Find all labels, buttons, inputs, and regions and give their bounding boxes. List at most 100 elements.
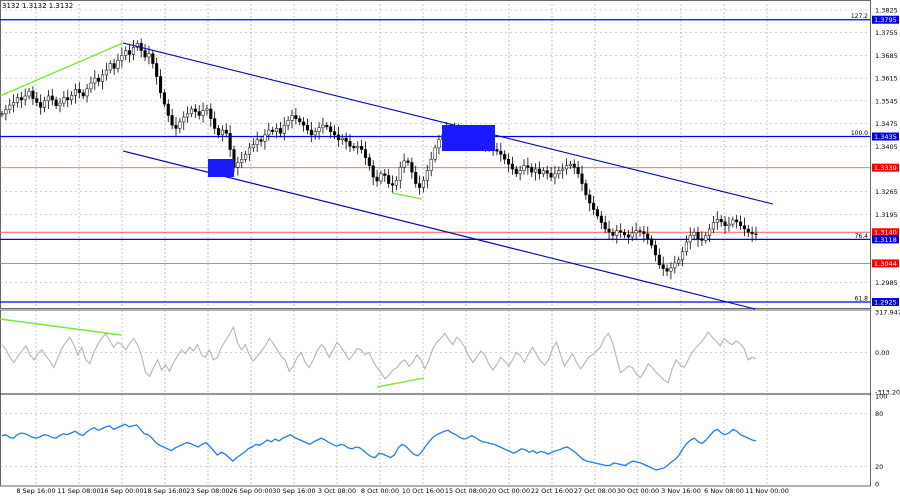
- candle-body: [27, 90, 31, 97]
- divergence-line-cci-low: [376, 377, 425, 388]
- price-panel[interactable]: 127.2 100.0 76.4 61.8: [0, 13, 870, 310]
- x-tick-label: 22 Oct 16:00: [531, 487, 573, 495]
- level-fib-label: 127.2: [851, 13, 868, 20]
- candle-body: [255, 139, 259, 145]
- candle-body: [213, 118, 217, 129]
- candle-body: [406, 160, 410, 163]
- candle-body: [344, 137, 348, 142]
- candle-body: [688, 235, 692, 243]
- x-tick-label: 23 Sep 08:00: [186, 487, 229, 495]
- channel-lower-line: [122, 150, 756, 310]
- candle-body: [754, 233, 758, 236]
- candle-body: [224, 129, 228, 134]
- candle-body: [120, 55, 124, 61]
- candle-body: [162, 92, 166, 105]
- candle-body: [619, 230, 623, 233]
- candle-body: [650, 238, 654, 246]
- y-tick-label: 1.3685: [875, 52, 898, 60]
- divergence-line-price-low: [391, 192, 423, 200]
- x-tick-label: 3 Nov 16:00: [661, 487, 701, 495]
- candle-body: [73, 89, 78, 96]
- y-tick-label: 1.3475: [875, 120, 898, 128]
- resistance-zone-box: [442, 125, 495, 151]
- candle-body: [290, 115, 294, 121]
- candle-body: [329, 126, 333, 132]
- candle-body: [622, 231, 627, 236]
- candle-body: [719, 219, 723, 223]
- candle-body: [274, 128, 279, 132]
- candle-body: [499, 150, 503, 155]
- x-tick-label: 18 Sep 16:00: [143, 487, 186, 495]
- candle-body: [615, 230, 619, 236]
- candle-body: [259, 139, 263, 142]
- candle-body: [696, 231, 700, 239]
- candle-body: [317, 127, 321, 132]
- candle-body: [495, 149, 499, 152]
- candle-body: [66, 97, 70, 101]
- candle-body: [580, 173, 584, 184]
- candle-body: [630, 232, 634, 238]
- price-label-box: [872, 163, 899, 172]
- candle-body: [104, 69, 108, 76]
- candle-body: [178, 121, 182, 129]
- candle-body: [383, 173, 387, 176]
- price-label-text: 1.3118: [874, 236, 897, 244]
- channel-upper-line: [122, 42, 774, 205]
- candle-body: [665, 268, 669, 272]
- x-tick-label: 3 Oct 08:00: [318, 487, 356, 495]
- candle-body: [193, 108, 197, 112]
- price-label-text: 1.3339: [874, 164, 897, 172]
- level-fib-label: 76.4: [855, 233, 869, 240]
- candle-body: [394, 180, 398, 186]
- candle-body: [398, 167, 402, 181]
- candle-body: [603, 222, 607, 230]
- candle-body: [611, 231, 615, 236]
- divergence-line-cci-top: [0, 318, 122, 336]
- candle-body: [738, 221, 743, 227]
- rsi-axis-label: 100: [875, 393, 887, 401]
- candle-body: [634, 230, 638, 234]
- price-label-text: 1.3435: [874, 133, 897, 141]
- candle-body: [332, 131, 337, 136]
- cci-axis-label: -313.204: [875, 389, 900, 397]
- candle-body: [534, 168, 538, 173]
- x-tick-label: 27 Oct 08:00: [574, 487, 616, 495]
- candle-body: [433, 147, 437, 160]
- candle-body: [116, 60, 120, 69]
- candle-body: [669, 267, 673, 272]
- candle-body: [421, 180, 426, 188]
- candle-body: [240, 158, 244, 163]
- x-tick-label: 30 Oct 00:00: [617, 487, 659, 495]
- candle-body: [4, 109, 8, 115]
- x-tick-label: 20 Oct 00:00: [488, 487, 530, 495]
- candle-body: [336, 134, 340, 141]
- price-label-box: [872, 15, 899, 24]
- candle-body: [537, 168, 542, 175]
- candle-body: [236, 162, 240, 168]
- level-fib-label: 61.8: [855, 296, 869, 303]
- candle-body: [588, 194, 592, 204]
- candle-body: [131, 47, 136, 55]
- candle-body: [108, 63, 112, 71]
- candle-body: [673, 262, 677, 269]
- candle-body: [0, 113, 4, 115]
- candle-body: [684, 241, 688, 252]
- candle-body: [251, 144, 255, 149]
- x-tick-label: 16 Sep 00:00: [100, 487, 143, 495]
- candle-body: [584, 183, 588, 196]
- candle-body: [348, 141, 352, 147]
- cci-panel[interactable]: [0, 318, 757, 388]
- candle-body: [723, 221, 727, 227]
- candle-body: [54, 99, 58, 106]
- candle-body: [708, 228, 712, 236]
- rsi-axis-label: 80: [875, 410, 883, 418]
- candle-body: [410, 162, 414, 173]
- rsi-panel[interactable]: [1, 423, 757, 471]
- price-label-box: [872, 235, 899, 244]
- candle-body: [46, 95, 50, 102]
- candle-body: [112, 63, 116, 69]
- candle-body: [553, 173, 557, 178]
- candle-body: [564, 165, 569, 170]
- candle-body: [437, 139, 441, 149]
